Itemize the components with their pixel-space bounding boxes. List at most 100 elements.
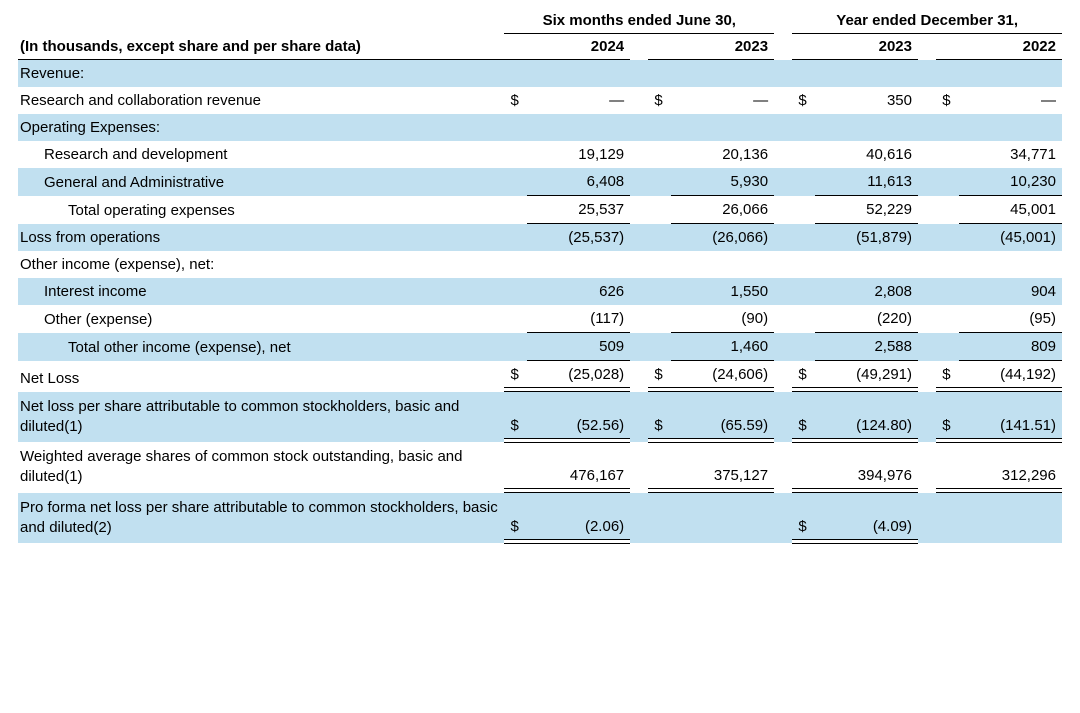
val: 509 [527, 333, 630, 361]
val: (52.56) [527, 392, 630, 443]
val: (65.59) [671, 392, 774, 443]
header-period-row: Six months ended June 30, Year ended Dec… [18, 12, 1062, 34]
row-ga: General and Administrative 6,408 5,930 1… [18, 168, 1062, 196]
val: 809 [959, 333, 1062, 361]
val: (51,879) [815, 224, 918, 252]
val: (141.51) [959, 392, 1062, 443]
period-six-months: Six months ended June 30, [504, 12, 774, 34]
val: — [671, 87, 774, 114]
label-nlps: Net loss per share attributable to commo… [18, 392, 504, 443]
val: 375,127 [671, 442, 774, 493]
sym: $ [504, 361, 526, 392]
table-caption: (In thousands, except share and per shar… [18, 34, 504, 60]
val: 52,229 [815, 196, 918, 224]
val: 11,613 [815, 168, 918, 196]
sym: $ [792, 392, 814, 443]
sym: $ [648, 87, 670, 114]
row-proforma: Pro forma net loss per share attributabl… [18, 493, 1062, 544]
val: (25,028) [527, 361, 630, 392]
val: — [527, 87, 630, 114]
row-oe: Other (expense) (117) (90) (220) (95) [18, 305, 1062, 333]
sym: $ [504, 87, 526, 114]
label-pf: Pro forma net loss per share attributabl… [18, 493, 504, 544]
val: (25,537) [527, 224, 630, 252]
financial-statement-table: Six months ended June 30, Year ended Dec… [18, 12, 1062, 544]
col-2023-fy: 2023 [792, 34, 918, 60]
label-rcr: Research and collaboration revenue [18, 87, 504, 114]
val: 5,930 [671, 168, 774, 196]
label-rd: Research and development [18, 141, 504, 168]
label-toi: Total other income (expense), net [18, 333, 504, 361]
val: 25,537 [527, 196, 630, 224]
label-ii: Interest income [18, 278, 504, 305]
val: — [959, 87, 1062, 114]
header-year-row: (In thousands, except share and per shar… [18, 34, 1062, 60]
val: (4.09) [815, 493, 918, 544]
sym: $ [792, 87, 814, 114]
sym: $ [936, 361, 958, 392]
val: (95) [959, 305, 1062, 333]
val: 40,616 [815, 141, 918, 168]
val: 10,230 [959, 168, 1062, 196]
val: 350 [815, 87, 918, 114]
val: 1,460 [671, 333, 774, 361]
col-2024: 2024 [504, 34, 630, 60]
label-lfo: Loss from operations [18, 224, 504, 252]
val: 20,136 [671, 141, 774, 168]
val: 312,296 [959, 442, 1062, 493]
val: 476,167 [527, 442, 630, 493]
row-lfo: Loss from operations (25,537) (26,066) (… [18, 224, 1062, 252]
val: 26,066 [671, 196, 774, 224]
row-was: Weighted average shares of common stock … [18, 442, 1062, 493]
label-oie: Other income (expense), net: [18, 251, 504, 278]
sym: $ [504, 392, 526, 443]
val: 2,808 [815, 278, 918, 305]
val: (49,291) [815, 361, 918, 392]
row-oie-header: Other income (expense), net: [18, 251, 1062, 278]
sym: $ [936, 87, 958, 114]
sym: $ [792, 361, 814, 392]
sym: $ [792, 493, 814, 544]
val: (44,192) [959, 361, 1062, 392]
val: (124.80) [815, 392, 918, 443]
row-rd: Research and development 19,129 20,136 4… [18, 141, 1062, 168]
sym: $ [936, 392, 958, 443]
val: (117) [527, 305, 630, 333]
val: 2,588 [815, 333, 918, 361]
row-toi: Total other income (expense), net 509 1,… [18, 333, 1062, 361]
label-nl: Net Loss [18, 361, 504, 392]
val: (45,001) [959, 224, 1062, 252]
label-ga: General and Administrative [18, 168, 504, 196]
val: (90) [671, 305, 774, 333]
col-2022: 2022 [936, 34, 1062, 60]
row-ii: Interest income 626 1,550 2,808 904 [18, 278, 1062, 305]
row-revenue-header: Revenue: [18, 60, 1062, 88]
val: (220) [815, 305, 918, 333]
label-oe: Other (expense) [18, 305, 504, 333]
row-nlps: Net loss per share attributable to commo… [18, 392, 1062, 443]
label-was: Weighted average shares of common stock … [18, 442, 504, 493]
sym: $ [648, 392, 670, 443]
val: 34,771 [959, 141, 1062, 168]
row-toe: Total operating expenses 25,537 26,066 5… [18, 196, 1062, 224]
val: (26,066) [671, 224, 774, 252]
row-opex-header: Operating Expenses: [18, 114, 1062, 141]
sym: $ [504, 493, 526, 544]
val: 1,550 [671, 278, 774, 305]
col-2023-h1: 2023 [648, 34, 774, 60]
val: (2.06) [527, 493, 630, 544]
val: (24,606) [671, 361, 774, 392]
sym: $ [648, 361, 670, 392]
label-opex: Operating Expenses: [18, 114, 504, 141]
row-rcr: Research and collaboration revenue $— $—… [18, 87, 1062, 114]
label-revenue: Revenue: [18, 60, 504, 88]
label-toe: Total operating expenses [18, 196, 504, 224]
val: 19,129 [527, 141, 630, 168]
period-year-ended: Year ended December 31, [792, 12, 1062, 34]
val: 626 [527, 278, 630, 305]
val: 6,408 [527, 168, 630, 196]
val: 45,001 [959, 196, 1062, 224]
val: 904 [959, 278, 1062, 305]
row-net-loss: Net Loss $(25,028) $(24,606) $(49,291) $… [18, 361, 1062, 392]
val: 394,976 [815, 442, 918, 493]
